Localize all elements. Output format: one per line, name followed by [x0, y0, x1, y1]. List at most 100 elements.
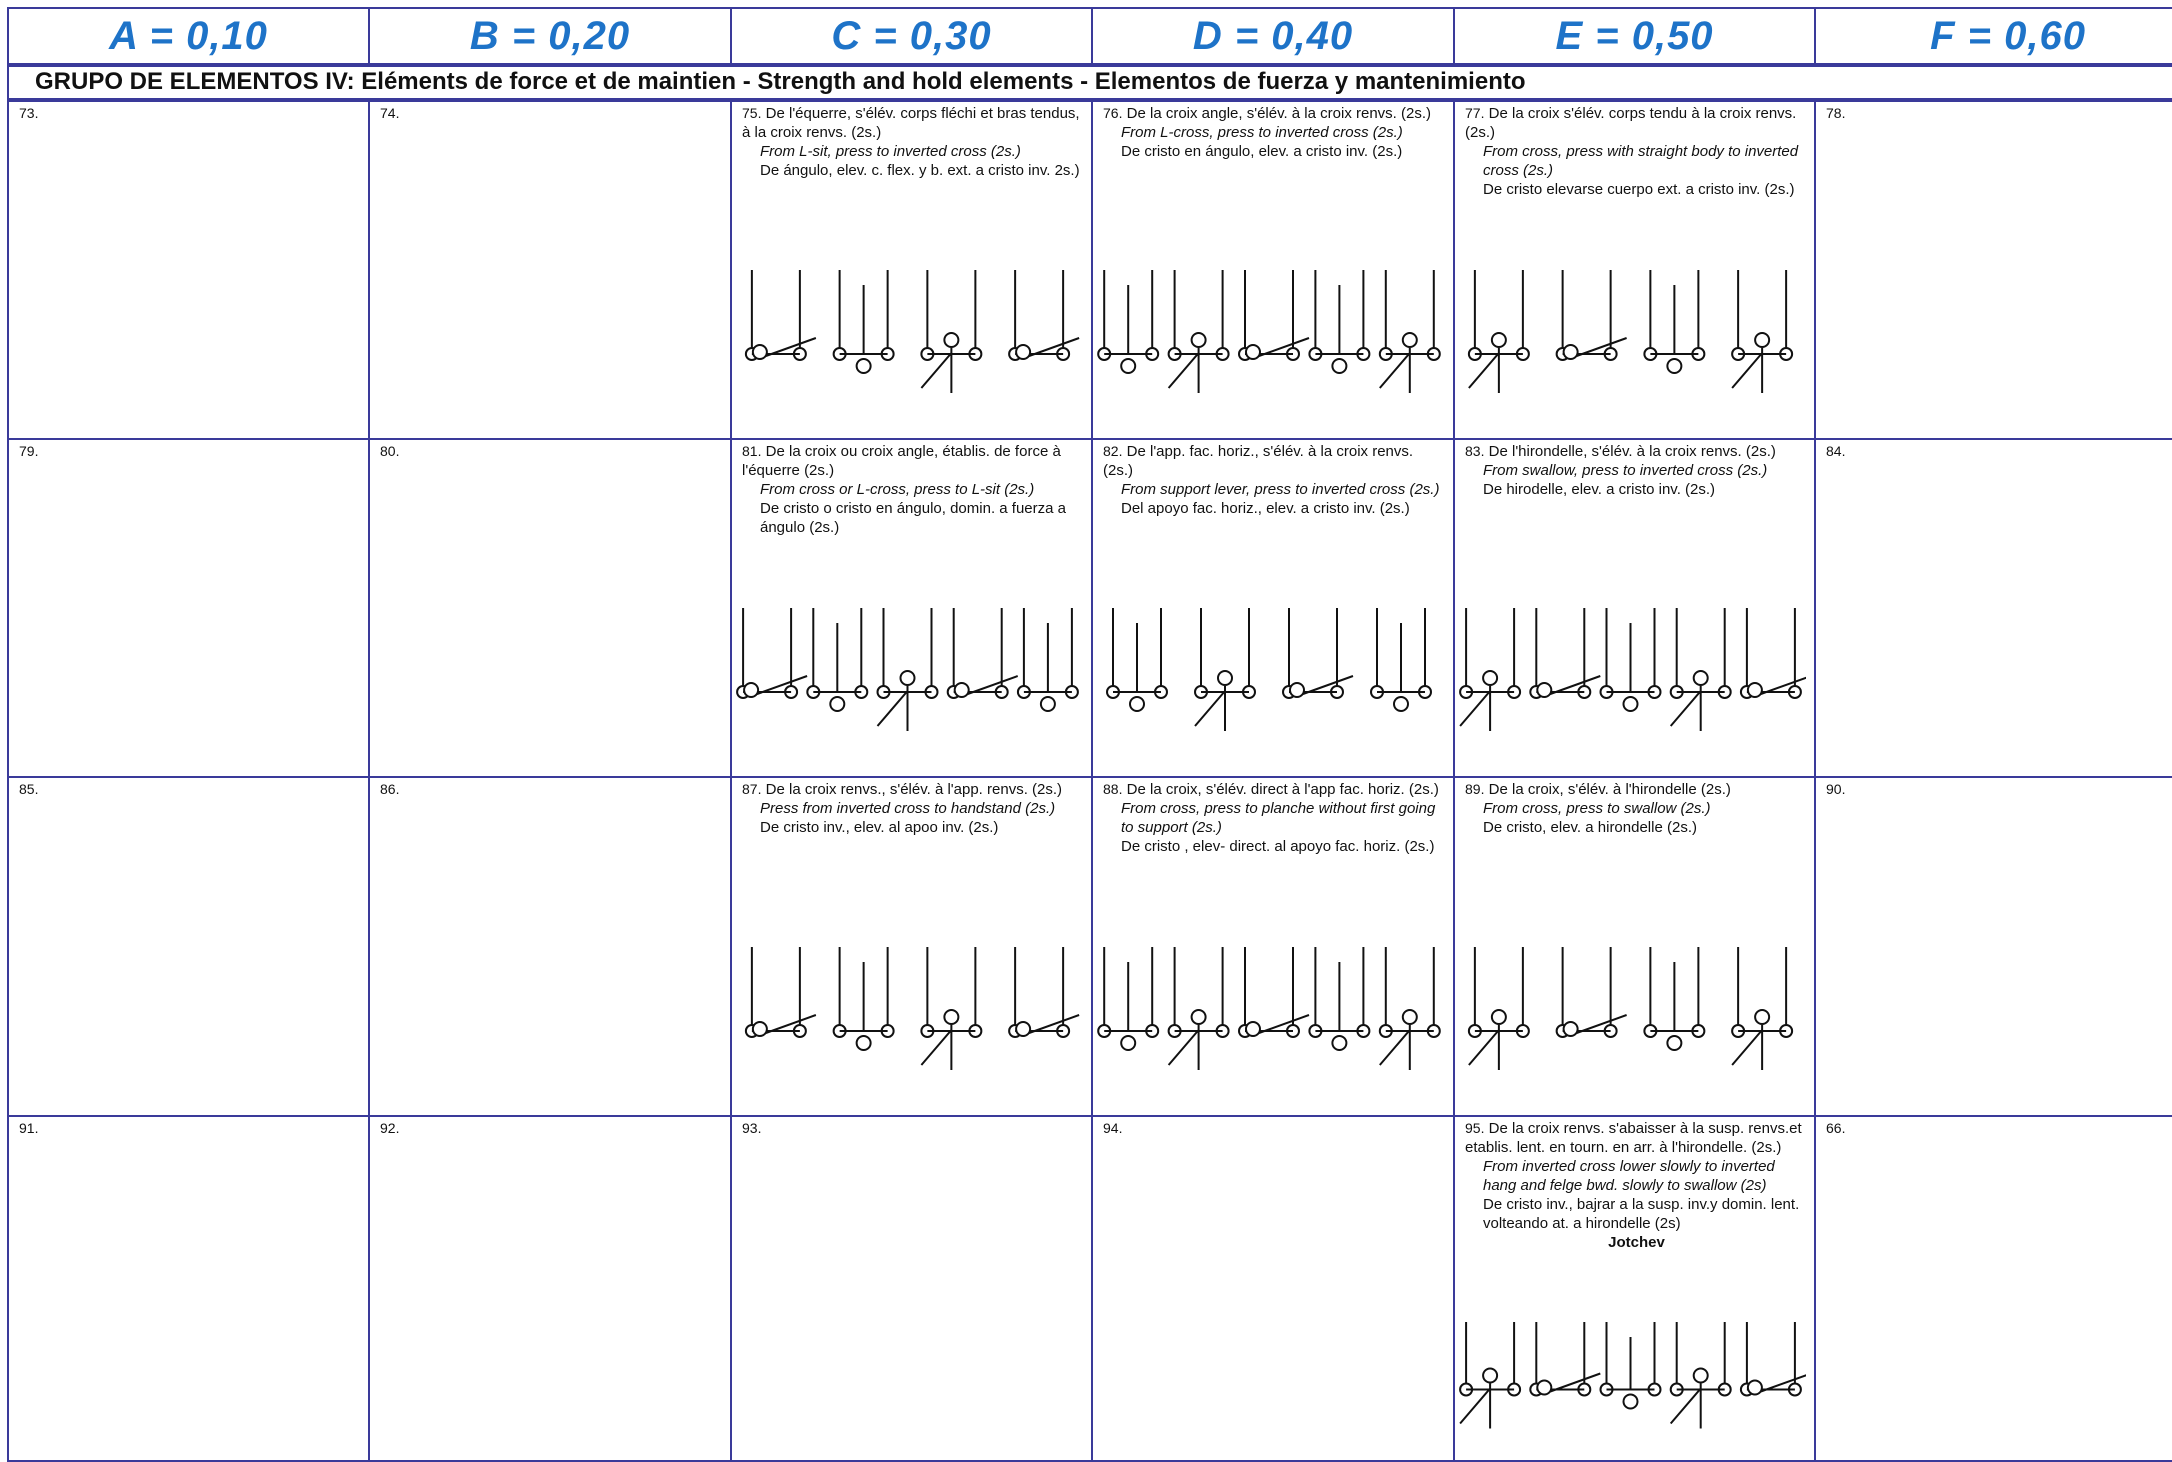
column-header: F = 0,60 — [1814, 7, 2172, 65]
line: 93. — [742, 1119, 1085, 1138]
sketch-stroke — [743, 682, 760, 698]
column-header: C = 0,30 — [730, 7, 1093, 65]
element-cell: 94. — [1091, 1115, 1455, 1462]
sketch-stroke — [899, 670, 916, 686]
line: 91. — [19, 1119, 362, 1138]
french-text: De la croix angle, s'élév. à la croix re… — [1126, 105, 1432, 122]
line: 77. De la croix s'élév. corps tendu à la… — [1465, 104, 1808, 142]
sketch-stroke — [1459, 686, 1515, 731]
sketch-stroke — [1120, 358, 1137, 374]
element-number: 80. — [380, 443, 400, 459]
element-cell: 89. De la croix, s'élév. à l'hirondelle … — [1453, 776, 1816, 1117]
sketch-stroke — [1468, 348, 1523, 393]
sketch-stroke — [1731, 348, 1787, 393]
sketch-stroke — [1245, 1021, 1261, 1037]
sketch-stroke — [1015, 1021, 1032, 1037]
figure-sketch — [1467, 270, 1794, 393]
element-number: 95. — [1465, 1120, 1485, 1136]
line: 95. De la croix renvs. s'abaisser à la s… — [1465, 1119, 1808, 1157]
sketch-stroke — [1490, 332, 1507, 348]
french-text: De l'hirondelle, s'élév. à la croix renv… — [1488, 443, 1776, 460]
element-cell: 80. — [368, 438, 732, 778]
sketch-stroke — [813, 623, 862, 693]
figure-sketch — [1097, 947, 1441, 1070]
spanish-text: De cristo elevarse cuerpo ext. a cristo … — [1483, 181, 1795, 198]
sketch-stroke — [1536, 682, 1553, 698]
line: 82. De l'app. fac. horiz., s'élév. à la … — [1103, 442, 1447, 480]
element-cell: 92. — [368, 1115, 732, 1462]
sketch-stroke — [1039, 696, 1056, 712]
sketch-stroke — [1120, 1035, 1137, 1051]
sketch-stroke — [1167, 1025, 1223, 1070]
sketch-stroke — [1023, 623, 1072, 693]
french-text: De la croix s'élév. corps tendu à la cro… — [1465, 105, 1797, 141]
figure-sketch — [744, 270, 1080, 393]
sketch-stroke — [1482, 670, 1499, 686]
element-number: 88. — [1103, 781, 1123, 797]
column-header: D = 0,40 — [1091, 7, 1455, 65]
element-number: 90. — [1826, 781, 1846, 797]
sketch-stroke — [1217, 670, 1233, 686]
english-text: From cross, press to planche without fir… — [1121, 800, 1436, 836]
line: 66. — [1826, 1119, 2172, 1138]
sketch-stroke — [855, 1035, 872, 1051]
sketch-stroke — [1245, 344, 1261, 360]
spanish-text: De cristo en ángulo, elev. a cristo inv.… — [1121, 143, 1403, 160]
sketch-stroke — [1562, 344, 1579, 360]
sketch-stroke — [1379, 348, 1434, 393]
sketch-stroke — [1331, 358, 1348, 374]
element-number: 79. — [19, 443, 39, 459]
spanish-text: Del apoyo fac. horiz., elev. a cristo in… — [1121, 500, 1410, 517]
element-cell: 81. De la croix ou croix angle, établis.… — [730, 438, 1093, 778]
element-number: 76. — [1103, 105, 1123, 121]
line: 94. — [1103, 1119, 1447, 1138]
element-cell: 77. De la croix s'élév. corps tendu à la… — [1453, 100, 1816, 440]
sketch-stroke — [839, 285, 888, 355]
english-text: Press from inverted cross to handstand (… — [760, 800, 1056, 817]
element-cell: 73. — [7, 100, 370, 440]
sketch-stroke — [1315, 285, 1364, 355]
sketch-stroke — [1401, 332, 1418, 348]
element-number: 83. — [1465, 443, 1485, 459]
element-number: 94. — [1103, 1120, 1123, 1136]
sketch-stroke — [1315, 962, 1364, 1032]
figure-sketch — [1459, 1322, 1806, 1429]
line: 90. — [1826, 780, 2172, 799]
sketch-stroke — [1104, 285, 1153, 355]
element-number: 89. — [1465, 781, 1485, 797]
sketch-stroke — [1692, 670, 1709, 686]
sketch-stroke — [1289, 682, 1305, 698]
french-text: De la croix ou croix angle, établis. de … — [742, 443, 1061, 479]
line: 78. — [1826, 104, 2172, 123]
sketch-stroke — [1606, 623, 1655, 693]
line: 74. — [380, 104, 724, 123]
sketch-stroke — [920, 1025, 976, 1070]
sketch-stroke — [953, 682, 970, 698]
french-text: De la croix renvs., s'élév. à l'app. ren… — [765, 781, 1063, 798]
element-number: 78. — [1826, 105, 1846, 121]
spanish-text: De cristo , elev- direct. al apoyo fac. … — [1121, 838, 1435, 855]
line: 88. De la croix, s'élév. direct à l'app … — [1103, 780, 1447, 799]
sketch-stroke — [1401, 1009, 1418, 1025]
sketch-stroke — [1606, 1337, 1655, 1391]
sketch-stroke — [829, 696, 846, 712]
figure-sketch — [1459, 608, 1806, 731]
line: 75. De l'équerre, s'élév. corps fléchi e… — [742, 104, 1085, 142]
element-cell: 88. De la croix, s'élév. direct à l'app … — [1091, 776, 1455, 1117]
element-cell: 85. — [7, 776, 370, 1117]
spanish-text: De cristo inv., bajrar a la susp. inv.y … — [1483, 1196, 1800, 1232]
sketch-stroke — [1459, 1383, 1515, 1429]
line: 84. — [1826, 442, 2172, 461]
line: 76. De la croix angle, s'élév. à la croi… — [1103, 104, 1447, 123]
figure-sketch — [744, 947, 1080, 1070]
french-text: De l'équerre, s'élév. corps fléchi et br… — [742, 105, 1080, 141]
sketch-stroke — [943, 332, 960, 348]
spanish-text: De cristo, elev. a hirondelle (2s.) — [1483, 819, 1697, 836]
line: 89. De la croix, s'élév. à l'hirondelle … — [1465, 780, 1808, 799]
line: 80. — [380, 442, 724, 461]
element-cell: 74. — [368, 100, 732, 440]
line: 83. De l'hirondelle, s'élév. à la croix … — [1465, 442, 1808, 461]
sketch-stroke — [1190, 332, 1207, 348]
spanish-text: De cristo o cristo en ángulo, domin. a f… — [760, 500, 1066, 536]
